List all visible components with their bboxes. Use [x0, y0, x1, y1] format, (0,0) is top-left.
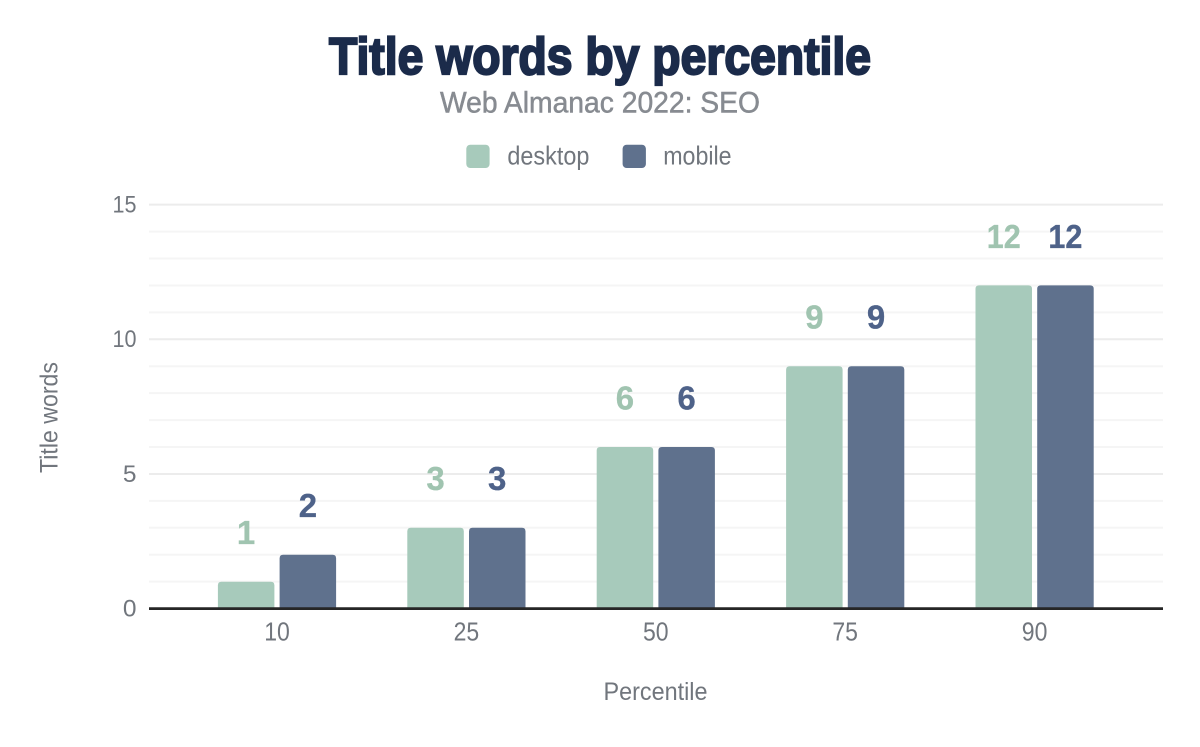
- svg-text:90: 90: [1022, 619, 1048, 647]
- svg-text:12: 12: [1048, 218, 1082, 255]
- svg-text:6: 6: [616, 379, 634, 416]
- svg-text:Title words: Title words: [36, 362, 64, 473]
- svg-text:3: 3: [488, 460, 506, 497]
- svg-text:75: 75: [832, 619, 858, 647]
- svg-text:6: 6: [677, 379, 695, 416]
- svg-text:mobile: mobile: [663, 141, 731, 171]
- svg-text:3: 3: [426, 460, 444, 497]
- svg-text:Web Almanac 2022: SEO: Web Almanac 2022: SEO: [440, 87, 760, 120]
- svg-text:15: 15: [113, 192, 137, 219]
- svg-text:Percentile: Percentile: [604, 678, 708, 706]
- svg-text:9: 9: [867, 299, 885, 336]
- svg-text:0: 0: [123, 595, 137, 622]
- svg-text:10: 10: [113, 326, 137, 353]
- svg-text:desktop: desktop: [507, 141, 589, 171]
- svg-text:Title words by percentile: Title words by percentile: [329, 28, 871, 86]
- svg-text:5: 5: [123, 461, 137, 488]
- svg-text:50: 50: [643, 619, 669, 647]
- svg-text:10: 10: [264, 619, 290, 647]
- svg-text:12: 12: [987, 218, 1021, 255]
- svg-text:25: 25: [454, 619, 480, 647]
- svg-text:2: 2: [299, 487, 317, 524]
- svg-text:9: 9: [805, 299, 823, 336]
- svg-text:1: 1: [237, 514, 255, 551]
